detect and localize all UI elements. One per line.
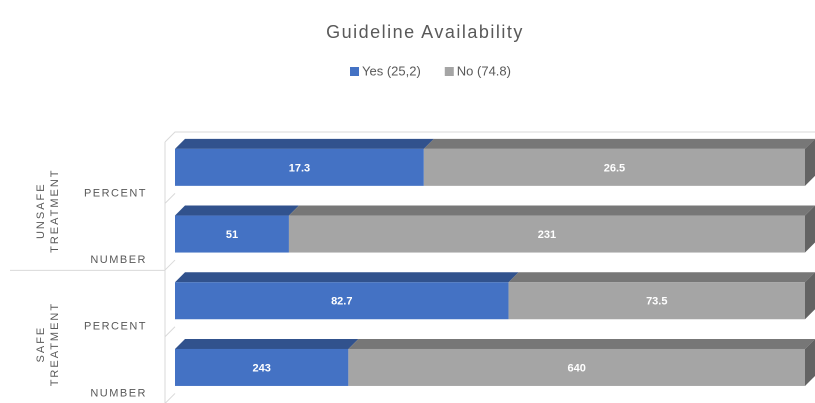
value-label: 51 xyxy=(226,229,238,241)
value-label: 73.5 xyxy=(646,296,667,308)
value-label: 243 xyxy=(253,362,271,374)
bar-side xyxy=(805,138,815,186)
bar xyxy=(175,348,349,386)
category-label: PERCENT xyxy=(84,321,147,333)
bar-top xyxy=(175,338,359,349)
bar-top xyxy=(348,338,815,349)
floor-line xyxy=(164,326,176,338)
bar xyxy=(288,215,805,253)
value-label: 26.5 xyxy=(604,162,625,174)
bar xyxy=(348,348,805,386)
bar xyxy=(175,215,289,253)
legend-label: No (74.8) xyxy=(457,63,511,78)
bar-top xyxy=(288,205,815,216)
bar xyxy=(423,148,805,186)
legend-swatch xyxy=(444,67,454,76)
bar xyxy=(508,282,805,320)
value-label: 82.7 xyxy=(331,296,352,308)
chart-title: Guideline Availability xyxy=(326,22,524,42)
category-label: NUMBER xyxy=(90,387,147,399)
bar-side xyxy=(805,272,815,320)
category-label: NUMBER xyxy=(90,254,147,266)
bar-top xyxy=(175,272,519,283)
category-label: PERCENT xyxy=(84,187,147,199)
group-label: SAFE TREATMENT xyxy=(35,302,61,386)
legend-swatch xyxy=(350,67,359,76)
bar-side xyxy=(805,205,815,253)
bar xyxy=(175,148,424,186)
floor-line xyxy=(164,259,176,271)
floor-line xyxy=(164,393,176,403)
axis-wall xyxy=(164,131,815,143)
bar xyxy=(175,282,509,320)
floor-line xyxy=(164,192,176,204)
group-label: UNSAFE TREATMENT xyxy=(35,168,61,252)
legend-label: Yes (25,2) xyxy=(362,63,421,78)
bar-top xyxy=(423,138,815,149)
value-label: 640 xyxy=(568,362,586,374)
bar-top xyxy=(175,138,434,149)
bar-top xyxy=(508,272,815,283)
bar-side xyxy=(805,338,815,386)
value-label: 17.3 xyxy=(289,162,310,174)
bar-top xyxy=(175,205,299,216)
value-label: 231 xyxy=(538,229,556,241)
